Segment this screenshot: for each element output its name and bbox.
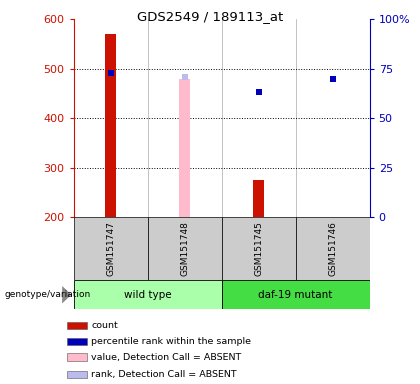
Bar [179,79,190,217]
Bar [74,217,147,280]
Text: GSM151747: GSM151747 [106,221,115,276]
Bar [253,180,264,217]
Bar [222,280,370,309]
Text: wild type: wild type [124,290,171,300]
Bar [67,338,87,345]
Text: percentile rank within the sample: percentile rank within the sample [91,337,251,346]
Text: GSM151748: GSM151748 [180,221,189,276]
Text: GSM151746: GSM151746 [328,221,337,276]
Text: rank, Detection Call = ABSENT: rank, Detection Call = ABSENT [91,369,237,379]
Bar [67,353,87,361]
Bar [222,217,296,280]
Bar [67,371,87,377]
Polygon shape [62,286,71,303]
Bar [67,322,87,329]
Text: value, Detection Call = ABSENT: value, Detection Call = ABSENT [91,353,242,361]
Bar [74,280,222,309]
Text: genotype/variation: genotype/variation [4,290,90,299]
Bar [296,217,370,280]
Text: GDS2549 / 189113_at: GDS2549 / 189113_at [137,10,283,23]
Bar [105,34,116,217]
Text: GSM151745: GSM151745 [254,221,263,276]
Text: daf-19 mutant: daf-19 mutant [258,290,333,300]
Text: count: count [91,321,118,330]
Bar [147,217,222,280]
